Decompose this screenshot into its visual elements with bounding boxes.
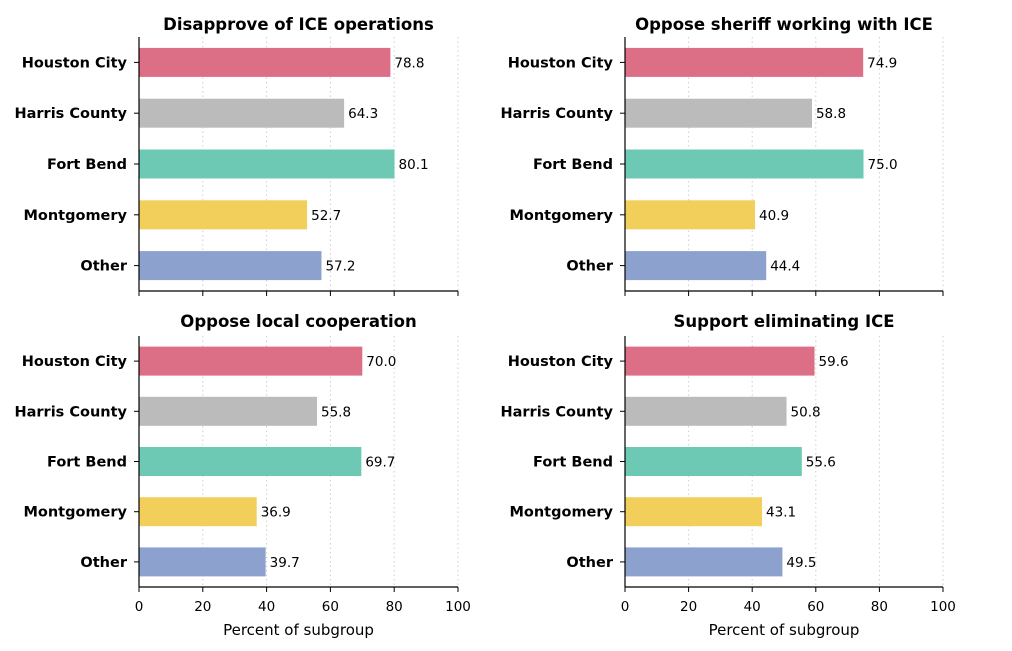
data-label: 55.6 (806, 455, 836, 471)
x-tick-label: 40 (744, 599, 761, 615)
bar-houston-city (625, 346, 815, 376)
bar-harris-county (139, 396, 318, 426)
bar-fort-bend (625, 447, 802, 476)
bar-other (139, 547, 266, 577)
chart-panel-3: Oppose local cooperation 70.0 Houston City… (14, 312, 470, 639)
data-label: 78.8 (394, 55, 424, 71)
data-label: 80.1 (399, 157, 429, 173)
bar-montgomery (625, 497, 763, 527)
data-label: 75.0 (868, 157, 898, 173)
category-label: Harris County (500, 404, 613, 420)
chart-panel-4: Support eliminating ICE 59.6 Houston City 5… (500, 312, 955, 639)
x-tick-label: 40 (258, 599, 275, 615)
bar-other (625, 547, 783, 577)
x-tick-label: 20 (194, 599, 211, 615)
data-label: 44.4 (770, 259, 800, 275)
data-label: 64.3 (348, 106, 378, 122)
category-label: Houston City (22, 55, 128, 71)
x-tick-label: 0 (135, 599, 144, 615)
category-label: Montgomery (23, 505, 127, 521)
category-label: Montgomery (509, 505, 613, 521)
data-label: 43.1 (766, 505, 796, 521)
chart-panel-1: Disapprove of ICE operations 78.8 Houston … (14, 15, 459, 296)
bar-houston-city (139, 47, 391, 77)
category-label: Fort Bend (47, 455, 127, 471)
data-label: 49.5 (786, 555, 816, 571)
data-label: 69.7 (365, 455, 395, 471)
category-label: Harris County (14, 106, 127, 122)
data-label: 36.9 (261, 505, 291, 521)
x-tick-label: 100 (930, 599, 956, 615)
x-tick-label: 80 (386, 599, 403, 615)
data-label: 40.9 (759, 208, 789, 224)
x-axis-label: Percent of subgroup (223, 621, 374, 639)
category-label: Other (566, 259, 613, 275)
category-label: Other (80, 259, 127, 275)
x-tick-label: 20 (680, 599, 697, 615)
bar-harris-county (625, 396, 787, 426)
bar-montgomery (139, 497, 257, 527)
category-label: Houston City (508, 354, 614, 370)
x-tick-label: 80 (871, 599, 888, 615)
data-label: 52.7 (311, 208, 341, 224)
data-label: 70.0 (366, 354, 396, 370)
bar-other (139, 251, 322, 281)
bar-fort-bend (139, 447, 362, 476)
category-label: Fort Bend (533, 455, 613, 471)
data-label: 58.8 (816, 106, 846, 122)
chart-title: Oppose sheriff working with ICE (635, 15, 933, 34)
category-label: Other (80, 555, 127, 571)
bar-montgomery (139, 200, 308, 230)
data-label: 50.8 (791, 404, 821, 420)
x-tick-label: 0 (621, 599, 630, 615)
category-label: Montgomery (509, 208, 613, 224)
bar-houston-city (139, 346, 363, 376)
x-axis-label: Percent of subgroup (709, 621, 860, 639)
chart-panel-2: Oppose sheriff working with ICE 74.9 Houst… (500, 15, 944, 296)
data-label: 74.9 (867, 55, 897, 71)
x-tick-label: 60 (322, 599, 339, 615)
category-label: Fort Bend (533, 157, 613, 173)
data-label: 55.8 (321, 404, 351, 420)
category-label: Fort Bend (47, 157, 127, 173)
data-label: 57.2 (325, 259, 355, 275)
data-label: 59.6 (819, 354, 849, 370)
bar-houston-city (625, 47, 864, 77)
chart-title: Oppose local cooperation (180, 312, 416, 331)
chart-title: Disapprove of ICE operations (163, 15, 434, 34)
chart-title: Support eliminating ICE (674, 312, 895, 331)
category-label: Harris County (500, 106, 613, 122)
category-label: Other (566, 555, 613, 571)
bar-fort-bend (139, 149, 395, 179)
category-label: Houston City (22, 354, 128, 370)
bar-other (625, 251, 767, 281)
category-label: Harris County (14, 404, 127, 420)
bar-montgomery (625, 200, 756, 230)
category-label: Houston City (508, 55, 614, 71)
bar-fort-bend (625, 149, 864, 179)
data-label: 39.7 (270, 555, 300, 571)
bar-harris-county (625, 98, 812, 128)
category-label: Montgomery (23, 208, 127, 224)
bar-harris-county (139, 98, 345, 128)
x-tick-label: 60 (807, 599, 824, 615)
x-tick-label: 100 (445, 599, 471, 615)
